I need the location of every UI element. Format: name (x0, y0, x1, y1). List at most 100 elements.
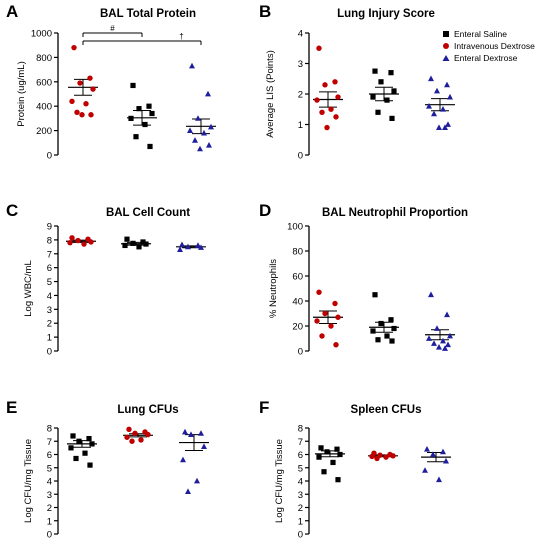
y-tick-label: 400 (36, 102, 52, 113)
y-tick-label: 0 (298, 347, 303, 358)
data-point-square (330, 459, 336, 466)
series-enteral-dextrose (425, 75, 455, 130)
data-point-circle (328, 106, 334, 112)
data-point-triangle (205, 90, 211, 97)
data-point-square (76, 438, 82, 444)
y-tick-label: 3 (298, 490, 303, 501)
series-enteral-dextrose (186, 62, 216, 152)
y-tick-label: 2 (47, 503, 52, 514)
data-point-triangle (185, 243, 191, 250)
panel-letter: C (6, 201, 18, 220)
data-point-circle (88, 112, 94, 118)
data-point-circle (77, 80, 83, 86)
data-point-circle (322, 310, 328, 317)
data-point-triangle (198, 244, 204, 250)
data-point-square (318, 445, 324, 451)
data-point-square (130, 240, 136, 246)
data-point-triangle (182, 428, 188, 435)
data-point-square (143, 241, 149, 247)
data-point-circle (124, 434, 130, 440)
data-point-circle (69, 235, 75, 241)
y-tick-label: 7 (47, 249, 52, 260)
y-tick-label: 2 (47, 319, 52, 330)
data-point-triangle (187, 127, 193, 133)
panel-letter: B (259, 2, 271, 21)
data-point-square (388, 70, 394, 76)
data-point-triangle (442, 124, 448, 130)
y-tick-label: 1000 (31, 29, 52, 40)
data-point-square (321, 469, 327, 475)
data-point-square (378, 79, 384, 85)
data-point-circle (90, 86, 96, 92)
data-point-triangle (188, 431, 194, 438)
chart-title: Lung CFUs (117, 404, 178, 416)
y-tick-label: 0 (298, 530, 303, 541)
panel-f: F Spleen CFUs 0 1 2 3 4 5 6 7 8 Log CFU/mg Tissue (259, 398, 451, 541)
y-tick-label: 6 (47, 263, 52, 274)
significance-label: # (110, 24, 115, 33)
data-point-triangle (431, 340, 437, 346)
data-point-circle (335, 314, 341, 320)
data-point-triangle (189, 62, 195, 69)
data-point-triangle (443, 457, 449, 464)
y-axis-label: Log WBC/mL (23, 260, 34, 317)
data-point-circle (81, 241, 87, 247)
y-axis-label: % Neutrophils (268, 259, 279, 318)
data-point-circle (332, 300, 338, 307)
data-point-circle (87, 75, 93, 81)
y-tick-label: 4 (47, 477, 52, 488)
y-tick-label: 5 (47, 277, 52, 288)
data-point-square (68, 445, 74, 451)
legend-entry-enteral-saline: Enteral Saline (443, 29, 507, 39)
data-point-triangle (192, 137, 198, 143)
data-point-triangle (426, 103, 432, 109)
legend-entry-enteral-dextrose: Enteral Dextrose (442, 53, 518, 63)
y-tick-label: 1 (47, 333, 52, 344)
data-point-triangle (445, 121, 451, 127)
y-tick-label: 800 (36, 53, 52, 64)
data-point-triangle (447, 93, 453, 100)
y-tick-label: 1 (47, 516, 52, 527)
data-point-circle (69, 98, 75, 105)
data-point-triangle (179, 241, 185, 248)
data-point-circle (75, 237, 81, 244)
data-point-square (372, 68, 378, 74)
y-tick-label: 9 (47, 222, 52, 233)
data-point-circle (324, 124, 330, 131)
data-point-square (82, 450, 88, 456)
chart-title: BAL Neutrophil Proportion (322, 207, 468, 219)
data-point-circle (319, 333, 325, 339)
series-intravenous-dextrose (313, 45, 343, 131)
chart-title: BAL Cell Count (106, 207, 190, 219)
y-tick-label: 8 (47, 424, 52, 435)
data-point-circle (88, 239, 94, 245)
series-intravenous-dextrose (313, 289, 343, 348)
significance-label: † (179, 32, 183, 41)
panel-letter: E (6, 398, 17, 417)
data-point-square (142, 121, 148, 128)
series-enteral-saline (315, 445, 345, 483)
data-point-triangle (206, 142, 212, 148)
data-point-square (133, 134, 139, 140)
y-tick-label: 200 (36, 126, 52, 137)
y-axis-label: Average LIS (Points) (265, 50, 276, 137)
data-point-square (384, 97, 390, 103)
y-axis-label: Log CFU/mg Tissue (23, 439, 34, 523)
data-point-triangle (440, 337, 446, 344)
panel-e: E Lung CFUs 0 1 2 3 4 5 6 7 8 Log CFU/mg Tissue (6, 398, 209, 541)
data-point-circle (314, 97, 320, 103)
data-point-triangle (447, 332, 453, 339)
data-point-triangle (424, 446, 430, 452)
data-point-circle (129, 438, 135, 444)
data-point-square (334, 446, 340, 452)
data-point-circle (319, 109, 325, 116)
data-point-triangle (428, 291, 434, 298)
data-point-circle (383, 454, 389, 460)
data-point-triangle (444, 81, 450, 88)
data-point-square (147, 143, 153, 150)
y-tick-label: 0 (47, 530, 52, 541)
data-point-circle (132, 430, 138, 436)
data-point-triangle (197, 145, 203, 152)
panel-a: A BAL Total Protein 0 200 400 600 800 1000 Prote… (6, 2, 216, 162)
data-point-triangle (194, 477, 200, 484)
